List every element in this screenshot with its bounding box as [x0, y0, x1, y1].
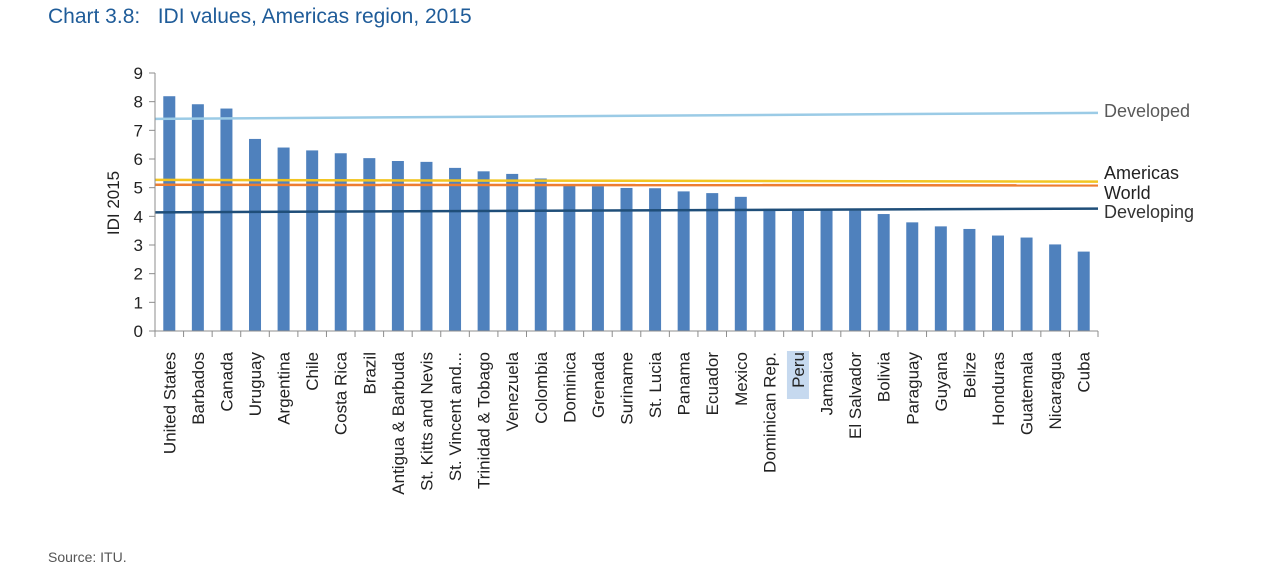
x-tick-label-el-salvador: El Salvador: [846, 352, 865, 439]
x-tick-label-st-kitts-and-nevis: St. Kitts and Nevis: [417, 352, 436, 491]
x-tick-label-mexico: Mexico: [732, 352, 751, 406]
bar-brazil: [363, 158, 376, 331]
reference-line-world: [154, 183, 1099, 187]
x-tick-label-united-states: United States: [160, 352, 179, 454]
y-tick-label: 0: [134, 322, 143, 341]
x-tick-label-guatemala: Guatemala: [1018, 351, 1037, 435]
x-tick-label-panama: Panama: [675, 351, 694, 415]
bar-chile: [306, 150, 319, 331]
bar-paraguay: [906, 222, 919, 331]
x-tick-label-canada: Canada: [217, 351, 236, 411]
reference-label-developed: Developed: [1104, 101, 1190, 121]
bar-st-vincent-and: [449, 167, 462, 331]
y-tick-label: 6: [134, 150, 143, 169]
x-tick-label-cuba: Cuba: [1075, 351, 1094, 392]
chart-title: Chart 3.8: IDI values, Americas region, …: [48, 5, 472, 28]
bar-barbados: [191, 104, 204, 331]
x-tick-label-st-lucia: St. Lucia: [646, 351, 665, 418]
axes-group: [154, 73, 1098, 332]
bar-ecuador: [706, 193, 719, 331]
x-tick-label-venezuela: Venezuela: [503, 351, 522, 431]
bar-bolivia: [877, 214, 890, 331]
bar-st-kitts-and-nevis: [420, 161, 433, 331]
y-tick-label: 8: [134, 93, 143, 112]
y-tick-label: 7: [134, 121, 143, 140]
bar-uruguay: [249, 138, 262, 331]
bar-united-states: [163, 96, 176, 331]
reference-line-americas: [154, 178, 1099, 183]
x-tick-label-colombia: Colombia: [532, 351, 551, 423]
bar-el-salvador: [849, 210, 862, 331]
bar-colombia: [534, 178, 547, 331]
bar-guatemala: [1020, 237, 1033, 331]
bars-group: [163, 96, 1090, 332]
bar-trinidad-tobago: [477, 171, 490, 331]
x-tick-label-st-vincent-and: St. Vincent and...: [446, 352, 465, 481]
bar-dominica: [563, 185, 576, 331]
bar-peru: [791, 208, 804, 331]
x-tick-label-barbados: Barbados: [189, 352, 208, 425]
bar-nicaragua: [1049, 244, 1062, 331]
bar-antigua-barbuda: [391, 161, 404, 331]
reference-label-world: World: [1104, 183, 1151, 203]
y-tick-label: 1: [134, 293, 143, 312]
reference-label-developing: Developing: [1104, 202, 1194, 222]
y-ticks-group: 0 1 2 3 4 5 6 7 8 9: [134, 64, 155, 341]
x-ticks-group: United States Barbados Canada Uruguay Argent…: [154, 331, 1099, 495]
y-tick-label: 4: [134, 207, 143, 226]
bar-belize: [963, 228, 976, 331]
x-tick-label-honduras: Honduras: [989, 352, 1008, 426]
x-tick-label-nicaragua: Nicaragua: [1046, 351, 1065, 429]
bar-suriname: [620, 187, 633, 331]
bar-honduras: [991, 235, 1004, 331]
bar-panama: [677, 191, 690, 331]
x-tick-label-belize: Belize: [960, 352, 979, 398]
x-tick-label-ecuador: Ecuador: [703, 352, 722, 416]
x-tick-label-trinidad-tobago: Trinidad & Tobago: [475, 352, 494, 489]
y-tick-label: 5: [134, 179, 143, 198]
x-tick-label-dominican-rep: Dominican Rep.: [760, 352, 779, 473]
x-tick-label-paraguay: Paraguay: [903, 352, 922, 425]
x-tick-label-bolivia: Bolivia: [875, 351, 894, 402]
bar-jamaica: [820, 209, 833, 331]
y-tick-label: 9: [134, 64, 143, 83]
x-tick-label-argentina: Argentina: [275, 351, 294, 424]
x-tick-label-antigua-barbuda: Antigua & Barbuda: [389, 351, 408, 494]
reference-lines-group: [154, 111, 1099, 214]
y-axis-label: IDI 2015: [104, 171, 123, 235]
bar-argentina: [277, 147, 290, 331]
highlight-peru-label: [786, 351, 809, 399]
reference-line-developing: [154, 207, 1099, 214]
bar-costa-rica: [334, 153, 347, 331]
source-note: Source: ITU.: [48, 549, 127, 565]
bar-grenada: [591, 186, 604, 331]
x-tick-label-jamaica: Jamaica: [818, 351, 837, 415]
bar-mexico: [734, 196, 747, 331]
x-tick-label-suriname: Suriname: [618, 352, 637, 425]
x-tick-label-costa-rica: Costa Rica: [332, 351, 351, 435]
bar-dominican-rep: [763, 208, 776, 331]
y-tick-label: 2: [134, 265, 143, 284]
bar-st-lucia: [649, 188, 662, 331]
x-tick-label-uruguay: Uruguay: [246, 352, 265, 417]
x-tick-label-chile: Chile: [303, 352, 322, 391]
reference-line-developed: [154, 111, 1099, 121]
x-tick-label-brazil: Brazil: [360, 352, 379, 395]
bar-cuba: [1077, 251, 1090, 331]
y-tick-label: 3: [134, 236, 143, 255]
x-tick-label-grenada: Grenada: [589, 351, 608, 418]
bar-guyana: [934, 226, 947, 331]
x-tick-label-guyana: Guyana: [932, 351, 951, 411]
reference-label-americas: Americas: [1104, 163, 1179, 183]
x-tick-label-peru: Peru: [789, 352, 808, 388]
bar-canada: [220, 108, 233, 332]
bar-venezuela: [506, 173, 519, 331]
x-tick-label-dominica: Dominica: [560, 351, 579, 422]
